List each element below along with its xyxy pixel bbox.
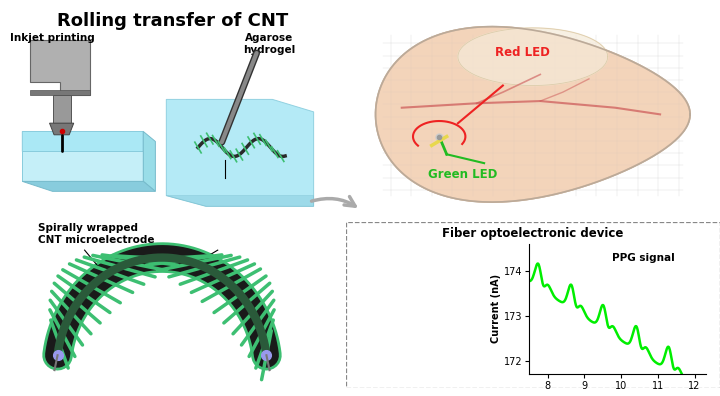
Text: PPG signal: PPG signal (613, 253, 675, 263)
Text: Agarose
hydrogel: Agarose hydrogel (243, 33, 295, 55)
Polygon shape (50, 123, 73, 135)
Polygon shape (30, 40, 91, 95)
Text: Fiber optoelectronic device: Fiber optoelectronic device (442, 227, 624, 240)
Polygon shape (22, 131, 143, 162)
Polygon shape (166, 196, 314, 206)
Polygon shape (166, 99, 314, 206)
Polygon shape (30, 90, 91, 95)
Y-axis label: Current (nA): Current (nA) (491, 274, 501, 343)
Polygon shape (458, 28, 608, 86)
Text: Inkjet printing: Inkjet printing (10, 33, 95, 43)
Text: Rolling transfer of CNT: Rolling transfer of CNT (57, 12, 289, 30)
Text: Green LED: Green LED (428, 168, 498, 181)
Text: Spirally wrapped
CNT microelectrode: Spirally wrapped CNT microelectrode (38, 223, 155, 244)
Polygon shape (143, 131, 156, 191)
Polygon shape (376, 27, 690, 202)
Polygon shape (22, 181, 156, 191)
Text: Red LED: Red LED (495, 46, 550, 59)
Polygon shape (22, 151, 143, 181)
Polygon shape (376, 27, 690, 202)
Polygon shape (53, 95, 71, 123)
